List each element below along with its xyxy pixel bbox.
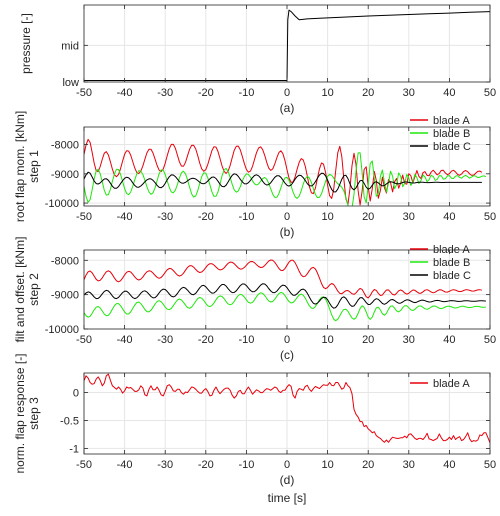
x-tick-label: 40 [443,211,455,223]
x-tick-label: -30 [157,87,173,99]
x-tick-label: -30 [157,211,173,223]
y-axis-label: norm. flap response [-] [13,353,27,473]
panel-d: -50 -40 -30 -20 -10 0 10 20 30 40 50 -1 -0.5 0 norm. f… [13,353,496,505]
x-tick-label: 20 [362,211,374,223]
x-tick-label: 50 [484,459,496,471]
panel-a: -50 -40 -30 -20 -10 0 10 20 30 40 50 low mid pressure… [19,4,496,115]
x-tick-label: 0 [284,334,290,346]
x-tick-label: 30 [403,211,415,223]
x-tick-label: 40 [443,459,455,471]
x-tick-label: -40 [117,334,133,346]
x-tick-label: -50 [76,87,92,99]
y-axis-label-step: step 2 [27,273,41,306]
series-line-blade-c [84,283,486,309]
x-tick-label: 30 [403,459,415,471]
y-tick-label: -10000 [45,198,79,210]
series-line-blade-a [84,373,490,444]
panel-c: -50 -40 -30 -20 -10 0 10 20 30 40 50 -10000 -9000 -80… [13,237,496,362]
x-tick-label: 50 [484,211,496,223]
legend-entry: blade A [433,378,470,390]
y-axis-label-step: step 3 [27,397,41,430]
x-tick-label: -40 [117,87,133,99]
x-tick-label: -20 [198,459,214,471]
x-tick-label: 10 [321,211,333,223]
x-tick-label: 0 [284,87,290,99]
y-tick-label: -8000 [51,255,79,267]
y-tick-label: -8000 [51,140,79,152]
x-tick-label: 40 [443,87,455,99]
legend: blade A [410,378,470,390]
x-tick-label: -30 [157,334,173,346]
legend-entry: blade B [433,128,470,140]
legend-entry: blade C [433,270,471,282]
y-axis-label: filt and offset. [kNm] [13,237,27,343]
y-tick-label: 0 [73,388,79,400]
y-tick-label: -9000 [51,290,79,302]
x-tick-label: 0 [284,459,290,471]
x-tick-label: -50 [76,334,92,346]
x-tick-label: 20 [362,87,374,99]
series-line-blade-b [84,291,486,322]
panel-label: (d) [280,473,295,487]
x-tick-label: -40 [117,459,133,471]
y-tick-label: mid [61,40,79,52]
x-tick-label: -20 [198,211,214,223]
x-tick-label: 50 [484,334,496,346]
series-line-pressure [84,9,490,81]
x-tick-label: 0 [284,211,290,223]
x-tick-label: 30 [403,87,415,99]
x-tick-label: -20 [198,87,214,99]
x-tick-label: -30 [157,459,173,471]
legend-entry: blade A [433,244,470,256]
x-axis-label: time [s] [268,491,307,505]
x-tick-label: 10 [321,459,333,471]
y-tick-label: -0.5 [60,415,79,427]
y-tick-label: -9000 [51,169,79,181]
series-line-blade-a [84,138,483,206]
panel-label: (a) [280,101,295,115]
legend-entry: blade C [433,141,471,153]
x-tick-label: -40 [117,211,133,223]
x-tick-label: -10 [238,211,254,223]
x-tick-label: -10 [238,334,254,346]
x-tick-label: -20 [198,334,214,346]
x-tick-label: 30 [403,334,415,346]
y-tick-label: -1 [69,443,79,455]
x-tick-label: 20 [362,334,374,346]
x-tick-label: 10 [321,87,333,99]
panel-b: -50 -40 -30 -20 -10 0 10 20 30 40 50 -10000 -9000 -80… [13,111,496,239]
x-tick-label: 50 [484,87,496,99]
legend-entry: blade A [433,115,470,127]
y-tick-label: low [62,77,79,89]
y-axis-label: pressure [-] [19,13,33,74]
y-axis-label-step: step 1 [27,150,41,183]
series-line-blade-a [84,259,483,299]
x-tick-label: 10 [321,334,333,346]
x-tick-label: 40 [443,334,455,346]
series-line-blade-b [84,152,487,206]
y-tick-label: -10000 [45,324,79,336]
x-tick-label: -10 [238,459,254,471]
x-tick-label: 20 [362,459,374,471]
panel-label: (c) [280,348,294,362]
x-tick-label: -50 [76,459,92,471]
legend-entry: blade B [433,257,470,269]
x-tick-label: -50 [76,211,92,223]
series-line-blade-c [84,171,482,193]
panel-label: (b) [280,225,295,239]
y-axis-label: root flap mom. [kNm] [13,111,27,222]
x-tick-label: -10 [238,87,254,99]
